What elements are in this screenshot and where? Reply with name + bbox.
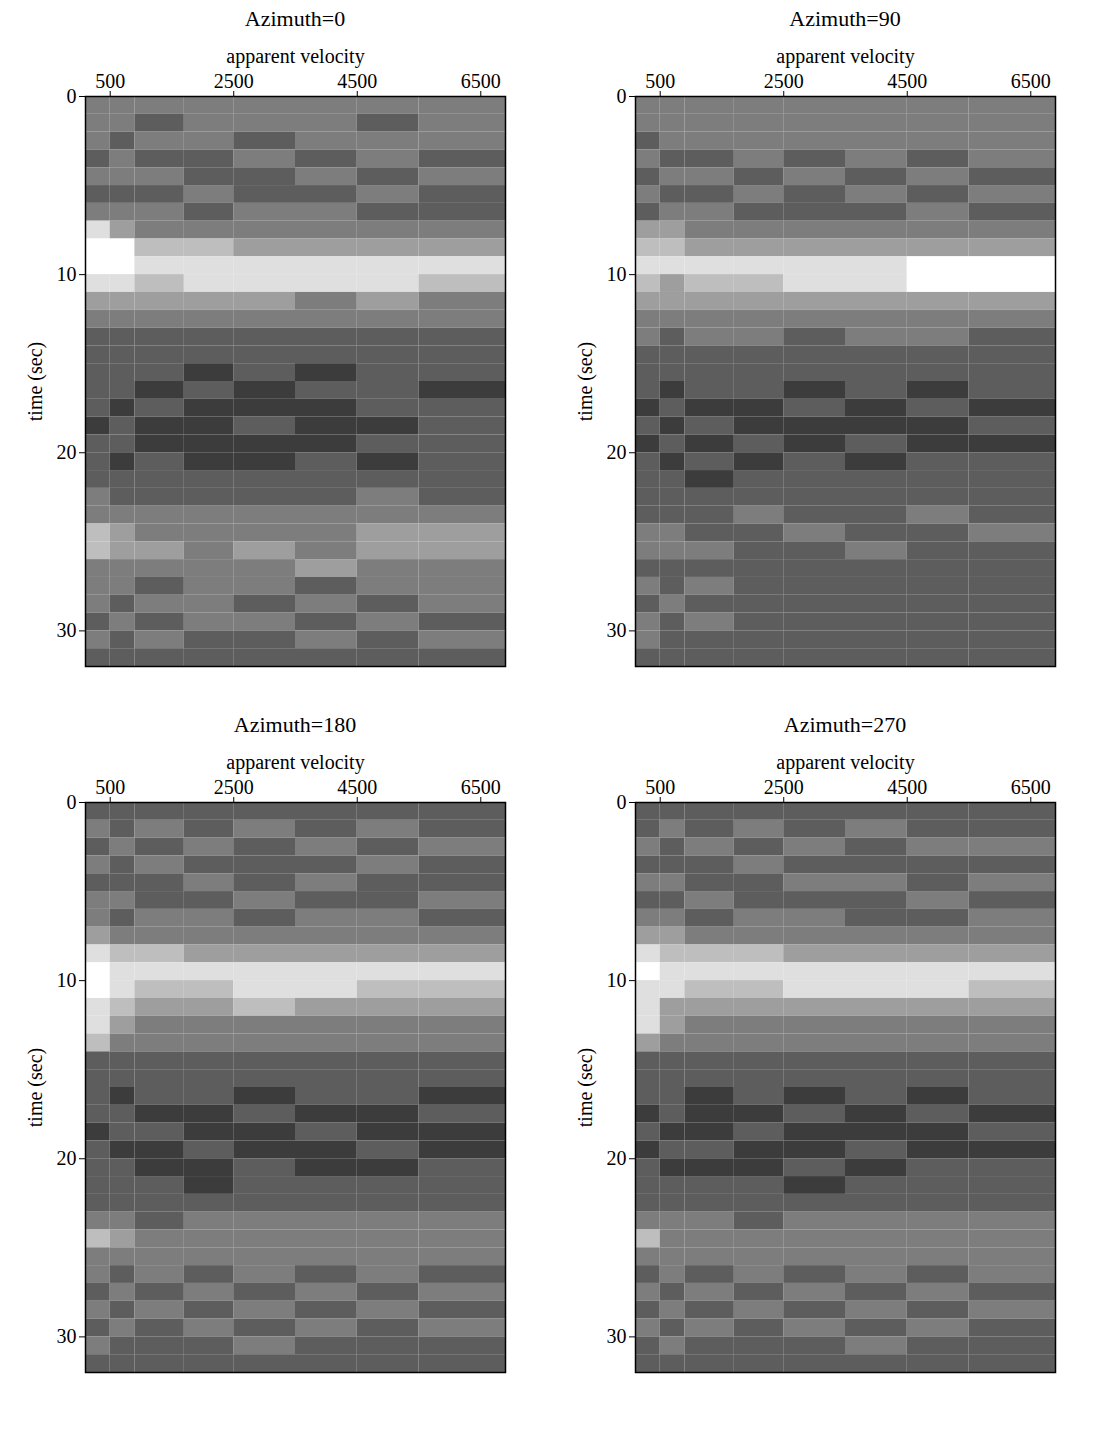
svg-text:20: 20 (57, 441, 77, 463)
svg-text:4500: 4500 (337, 776, 377, 798)
svg-text:0: 0 (67, 791, 77, 813)
svg-text:apparent velocity: apparent velocity (226, 751, 364, 774)
svg-text:apparent velocity: apparent velocity (776, 751, 914, 774)
svg-text:10: 10 (607, 969, 627, 991)
svg-text:time (sec): time (sec) (574, 1048, 597, 1127)
svg-text:10: 10 (57, 969, 77, 991)
html-text:Azimuth=90: Azimuth=90 (789, 6, 901, 31)
html-text:Azimuth=180: Azimuth=180 (233, 712, 357, 737)
svg-text:2500: 2500 (214, 776, 254, 798)
svg-text:2500: 2500 (764, 70, 804, 92)
svg-text:20: 20 (607, 441, 627, 463)
svg-text:0: 0 (617, 85, 627, 107)
svg-text:500: 500 (95, 70, 125, 92)
svg-text:6500: 6500 (461, 70, 501, 92)
svg-text:4500: 4500 (887, 776, 927, 798)
svg-text:0: 0 (67, 85, 77, 107)
svg-text:4500: 4500 (337, 70, 377, 92)
svg-text:6500: 6500 (1011, 776, 1051, 798)
svg-text:time (sec): time (sec) (574, 342, 597, 421)
svg-text:2500: 2500 (764, 776, 804, 798)
svg-text:20: 20 (607, 1147, 627, 1169)
svg-text:apparent velocity: apparent velocity (226, 45, 364, 68)
svg-text:30: 30 (57, 619, 77, 641)
svg-text:20: 20 (57, 1147, 77, 1169)
svg-text:time (sec): time (sec) (24, 342, 47, 421)
svg-text:500: 500 (645, 70, 675, 92)
svg-text:6500: 6500 (461, 776, 501, 798)
svg-text:500: 500 (95, 776, 125, 798)
svg-text:0: 0 (617, 791, 627, 813)
svg-text:30: 30 (57, 1325, 77, 1347)
svg-text:2500: 2500 (214, 70, 254, 92)
svg-text:500: 500 (645, 776, 675, 798)
svg-text:30: 30 (607, 619, 627, 641)
svg-text:apparent velocity: apparent velocity (776, 45, 914, 68)
svg-text:10: 10 (57, 263, 77, 285)
svg-text:4500: 4500 (887, 70, 927, 92)
html-text:Azimuth=0: Azimuth=0 (244, 6, 346, 31)
svg-text:time (sec): time (sec) (24, 1048, 47, 1127)
html-text:Azimuth=270: Azimuth=270 (783, 712, 907, 737)
svg-text:30: 30 (607, 1325, 627, 1347)
svg-text:6500: 6500 (1011, 70, 1051, 92)
svg-text:10: 10 (607, 263, 627, 285)
